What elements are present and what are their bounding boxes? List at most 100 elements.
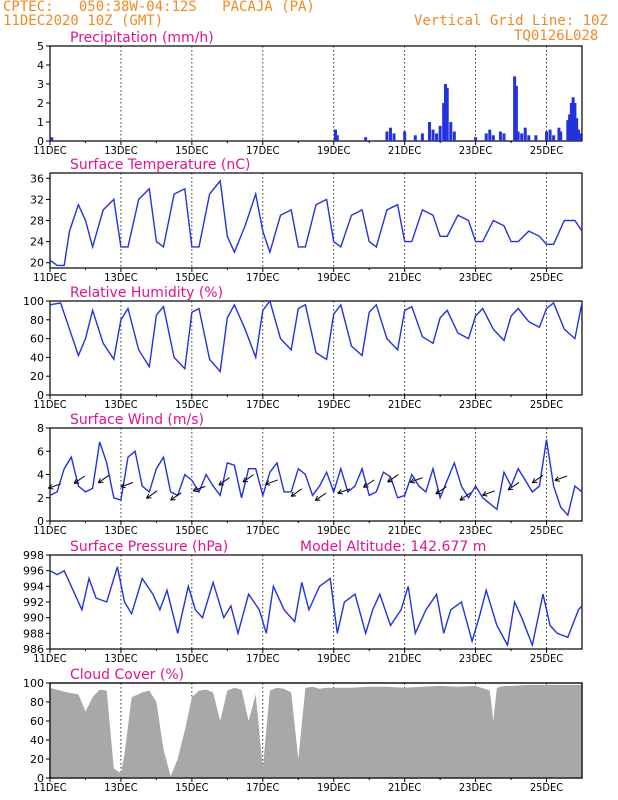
humidity-xtick-label: 23DEC [459,398,492,411]
pressure-ytick-label: 998 [23,549,44,562]
temperature-xtick-label: 11DEC [33,271,66,284]
wind-arrow-head [290,491,294,497]
wind-arrow-head [554,476,559,481]
cloud-xtick-label: 11DEC [33,781,66,794]
cloud-xtick-label: 21DEC [388,781,421,794]
precip-bar [516,131,520,141]
pressure-xtick-label: 11DEC [33,652,66,665]
pressure-panel: 11DEC 13DEC 15DEC 17DEC 19DEC 21DEC 23DEC 25DEC… [23,539,583,665]
wind-arrow-head [291,495,297,497]
cloud-xtick-label: 25DEC [530,781,563,794]
precip-xtick-label: 21DEC [388,144,421,157]
wind-arrow-head [409,478,414,483]
pressure-subtitle: Model Altitude: 142.677 m [300,539,486,555]
humidity-frame [49,300,583,396]
wind-arrow [265,479,278,485]
wind-arrow [97,474,110,484]
wind-arrow-head [74,482,80,484]
pressure-ytick-label: 988 [23,627,44,640]
wind-arrow-head [508,488,514,491]
wind-ytick-label: 2 [37,492,44,505]
wind-arrow-head [265,483,271,486]
cloud-xtick-label: 13DEC [104,781,137,794]
precip-bar [552,135,556,141]
wind-arrow-head [120,486,126,489]
precip-xtick-label: 23DEC [459,144,492,157]
precip-bar [474,137,478,141]
wind-arrow-head [435,489,439,495]
precip-bar [557,127,561,141]
wind-arrow-head [532,481,538,484]
humidity-xtick-label: 13DEC [104,398,137,411]
wind-xtick-label: 21DEC [388,524,421,537]
precip-bar [523,127,527,141]
humidity-ytick-label: 40 [30,351,44,364]
precip-bar [335,135,339,141]
precip-title: Precipitation (mm/h) [70,30,214,46]
precip-bar [50,137,54,141]
wind-arrow [387,474,399,483]
temperature-xtick-label: 15DEC [175,271,208,284]
wind-arrow-head [337,489,342,494]
wind-arrow-head [218,480,222,486]
humidity-xtick-label: 17DEC [246,398,279,411]
temperature-xtick-label: 17DEC [246,271,279,284]
wind-arrow-head [73,478,77,484]
wind-arrow-head [120,482,125,488]
pressure-xtick-label: 19DEC [317,652,350,665]
header-run-time: 11DEC2020 10Z (GMT) [3,13,164,29]
wind-arrow-head [337,492,343,495]
wind-arrow [192,485,206,492]
wind-series-line [49,439,583,517]
wind-arrow-head [531,478,536,483]
wind-arrow-head [146,497,152,499]
precip-bar [388,127,392,141]
precip-bar [431,129,435,141]
precip-bar [502,133,506,141]
pressure-ytick-label: 986 [23,643,44,656]
wind-arrow-head [170,499,176,501]
wind-arrow-head [435,492,441,495]
cloud-xtick-label: 17DEC [246,781,279,794]
cloud-ytick-label: 60 [30,715,44,728]
wind-arrow [170,492,182,501]
wind-arrow [218,477,230,486]
wind-arrow-head [507,485,511,491]
wind-arrow [507,481,520,491]
precip-bar [534,135,538,141]
wind-arrow-head [97,478,101,484]
wind-arrow [73,475,86,484]
wind-xtick-label: 11DEC [33,524,66,537]
precip-bar [449,122,453,141]
wind-arrow-head [265,480,270,485]
cloud-ytick-label: 20 [30,753,44,766]
cloud-panel: 11DEC 13DEC 15DEC 17DEC 19DEC 21DEC 23DEC 25DEC… [23,667,583,794]
temperature-ytick-label: 24 [30,236,44,249]
precip-bar [498,131,502,141]
temperature-frame [49,172,583,269]
precip-bar [514,85,518,141]
wind-arrow [314,492,327,501]
precip-bar [545,131,549,141]
precip-bar [527,135,531,141]
wind-arrow [337,488,351,494]
cloud-title: Cloud Cover (%) [70,667,184,683]
wind-arrow-head [363,482,367,488]
precip-bar [445,87,449,141]
wind-arrow-head [218,484,224,486]
wind-panel: 11DEC 13DEC 15DEC 17DEC 19DEC 21DEC 23DEC 25DEC… [33,412,583,537]
pressure-xtick-label: 15DEC [175,652,208,665]
wind-xtick-label: 17DEC [246,524,279,537]
humidity-panel: 11DEC 13DEC 15DEC 17DEC 19DEC 21DEC 23DEC 25DEC… [23,285,583,411]
cloud-ytick-label: 100 [23,677,44,690]
wind-arrow-head [242,481,248,483]
wind-xtick-label: 19DEC [317,524,350,537]
wind-xtick-label: 25DEC [530,524,563,537]
pressure-ytick-label: 996 [23,565,44,578]
wind-arrow [532,474,544,484]
cloud-ytick-label: 80 [30,696,44,709]
cloud-area [50,684,582,778]
precip-bar [364,137,368,141]
header-location: CPTEC: 050:38W-04:12S PACAJA (PA) [3,0,315,15]
